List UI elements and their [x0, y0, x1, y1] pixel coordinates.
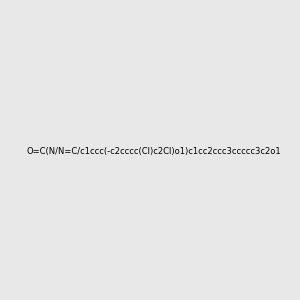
Text: O=C(N/N=C/c1ccc(-c2cccc(Cl)c2Cl)o1)c1cc2ccc3ccccc3c2o1: O=C(N/N=C/c1ccc(-c2cccc(Cl)c2Cl)o1)c1cc2…	[26, 147, 281, 156]
